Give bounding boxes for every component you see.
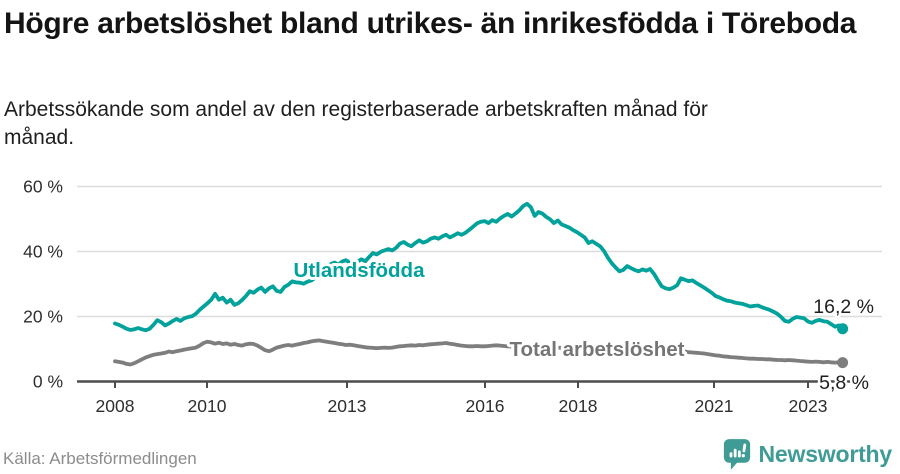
series-label-utlandsfodda: Utlandsfödda xyxy=(294,259,426,282)
newsworthy-wordmark: Newsworthy xyxy=(758,440,893,467)
source-note: Källa: Arbetsförmedlingen xyxy=(3,449,197,468)
series-end-dot-utlandsfodda xyxy=(837,323,849,335)
series-line-total-arbetsloshet xyxy=(113,338,845,367)
x-tick-label-2021: 2021 xyxy=(695,396,734,415)
x-tick-label-2010: 2010 xyxy=(188,396,227,415)
y-axis: 0 % 20 % 40 % 60 % xyxy=(23,177,63,392)
series-line-utlandsfodda xyxy=(113,201,845,333)
y-tick-label-40: 40 % xyxy=(23,242,63,262)
page-title: Högre arbetslöshet bland utrikes- än inr… xyxy=(4,7,857,40)
x-tick-label-2016: 2016 xyxy=(466,396,505,415)
series-end-dot-total-arbetsloshet xyxy=(837,357,849,369)
chart-subtitle: Arbetssökande som andel av den registerb… xyxy=(4,98,708,149)
line-chart: 0 % 20 % 40 % 60 % 2008 2010 2013 2016 2… xyxy=(23,177,882,415)
x-axis: 2008 2010 2013 2016 2018 2021 2023 xyxy=(77,380,866,415)
series-label-total-arbetsloshet: Total arbetslöshet xyxy=(509,338,684,361)
x-tick-label-2013: 2013 xyxy=(328,396,367,415)
gridlines xyxy=(77,185,882,318)
x-tick-label-2008: 2008 xyxy=(96,396,135,415)
y-tick-label-0: 0 % xyxy=(33,372,63,392)
y-tick-label-60: 60 % xyxy=(23,177,63,197)
newsworthy-bar-chart-bubble-icon xyxy=(723,439,750,470)
end-value-label-utlandsfodda: 16,2 % xyxy=(813,296,874,318)
y-tick-label-20: 20 % xyxy=(23,307,63,327)
end-value-label-total-arbetsloshet: 5,8 % xyxy=(819,372,869,394)
newsworthy-logo[interactable]: Newsworthy xyxy=(723,438,892,470)
x-tick-label-2018: 2018 xyxy=(559,396,598,415)
x-tick-label-2023: 2023 xyxy=(789,396,828,415)
